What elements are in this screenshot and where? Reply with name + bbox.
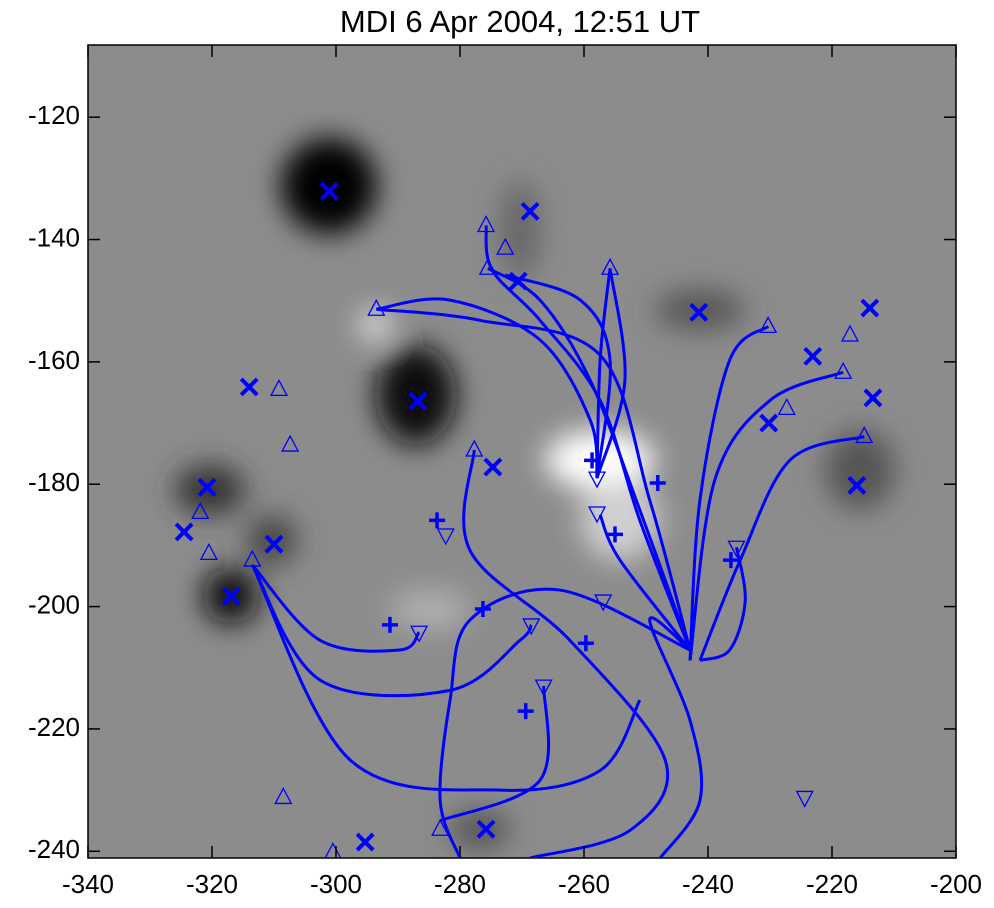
marker-x bbox=[520, 201, 540, 221]
marker-x bbox=[355, 832, 375, 852]
x-tick-label: -300 bbox=[310, 869, 362, 899]
chart-title: MDI 6 Apr 2004, 12:51 UT bbox=[340, 4, 700, 39]
marker-triangle-up bbox=[855, 426, 874, 444]
x-tick-label: -240 bbox=[682, 869, 734, 899]
marker-triangle-up bbox=[600, 257, 620, 275]
marker-triangle-down bbox=[534, 679, 553, 697]
marker-triangle-up bbox=[431, 818, 450, 836]
field-line bbox=[376, 297, 599, 479]
y-tick-label: -200 bbox=[28, 589, 80, 619]
marker-triangle-up bbox=[759, 316, 778, 334]
x-tick-label: -280 bbox=[434, 869, 486, 899]
field-line bbox=[438, 587, 691, 858]
field-line bbox=[462, 449, 670, 858]
marker-triangle-up bbox=[191, 501, 210, 520]
marker-triangle-up bbox=[199, 542, 218, 561]
marker-triangle-down bbox=[795, 790, 814, 808]
marker-plus bbox=[517, 703, 534, 720]
marker-x bbox=[408, 391, 428, 411]
field-line bbox=[598, 514, 692, 651]
marker-plus bbox=[577, 635, 594, 652]
marker-plus bbox=[381, 616, 398, 633]
field-line bbox=[250, 564, 642, 792]
plot-frame bbox=[87, 44, 957, 859]
x-tick-label: -260 bbox=[558, 869, 610, 899]
marker-x bbox=[476, 819, 496, 839]
marker-x bbox=[508, 271, 528, 291]
marker-triangle-up bbox=[324, 842, 342, 858]
field-line bbox=[648, 616, 704, 858]
field-line bbox=[688, 325, 770, 661]
field-line bbox=[251, 564, 533, 698]
marker-triangle-down bbox=[522, 618, 541, 636]
marker-triangle-up bbox=[777, 397, 796, 416]
marker-triangle-up bbox=[274, 787, 293, 805]
marker-triangle-down bbox=[587, 506, 607, 524]
marker-triangle-down bbox=[436, 528, 455, 546]
marker-triangle-up bbox=[243, 549, 262, 567]
marker-plus bbox=[649, 475, 666, 492]
marker-triangle-up bbox=[496, 237, 515, 255]
field-line bbox=[595, 268, 627, 479]
marker-triangle-up bbox=[465, 439, 484, 457]
marker-triangle-up bbox=[367, 298, 386, 316]
marker-x bbox=[759, 413, 779, 433]
marker-x bbox=[221, 586, 241, 606]
overlay bbox=[174, 181, 883, 858]
y-tick-label: -140 bbox=[28, 222, 80, 252]
marker-x bbox=[264, 534, 284, 554]
marker-x bbox=[863, 388, 883, 408]
marker-x bbox=[319, 181, 339, 201]
marker-x bbox=[803, 346, 823, 366]
y-tick-label: -160 bbox=[28, 345, 80, 375]
field-line bbox=[251, 563, 421, 653]
marker-x bbox=[197, 477, 217, 497]
marker-plus bbox=[474, 601, 491, 618]
marker-triangle-down bbox=[409, 625, 429, 643]
x-tick-label: -340 bbox=[62, 869, 114, 899]
y-tick-label: -120 bbox=[28, 100, 80, 130]
y-tick-label: -180 bbox=[28, 467, 80, 497]
magnetogram bbox=[88, 45, 956, 858]
field-line bbox=[698, 435, 865, 661]
x-tick-label: -200 bbox=[930, 869, 982, 899]
marker-x bbox=[483, 457, 503, 477]
y-tick-label: -220 bbox=[28, 712, 80, 742]
marker-x bbox=[860, 298, 880, 318]
marker-plus bbox=[584, 452, 601, 469]
marker-triangle-up bbox=[269, 379, 289, 397]
field-line bbox=[487, 266, 692, 651]
field-line bbox=[699, 546, 747, 662]
marker-triangle-down bbox=[594, 594, 613, 612]
marker-triangle-up bbox=[840, 324, 860, 342]
marker-x bbox=[847, 476, 867, 495]
marker-plus bbox=[429, 512, 446, 529]
field-line bbox=[595, 268, 612, 479]
x-tick-label: -320 bbox=[186, 869, 238, 899]
x-tick-label: -220 bbox=[806, 869, 858, 899]
marker-triangle-up bbox=[476, 215, 496, 233]
marker-triangle-up bbox=[281, 434, 300, 452]
field-line bbox=[439, 686, 551, 823]
marker-x bbox=[239, 377, 259, 397]
marker-triangle-up bbox=[834, 361, 853, 379]
y-tick-label: -240 bbox=[28, 834, 80, 864]
marker-triangle-down bbox=[727, 540, 746, 558]
field-line bbox=[688, 370, 844, 661]
marker-plus bbox=[607, 526, 623, 543]
marker-triangle-up bbox=[478, 257, 497, 275]
marker-triangle-down bbox=[587, 471, 607, 489]
marker-x bbox=[174, 522, 194, 542]
marker-plus bbox=[722, 552, 739, 569]
marker-x bbox=[689, 302, 709, 322]
field-line bbox=[376, 307, 692, 651]
